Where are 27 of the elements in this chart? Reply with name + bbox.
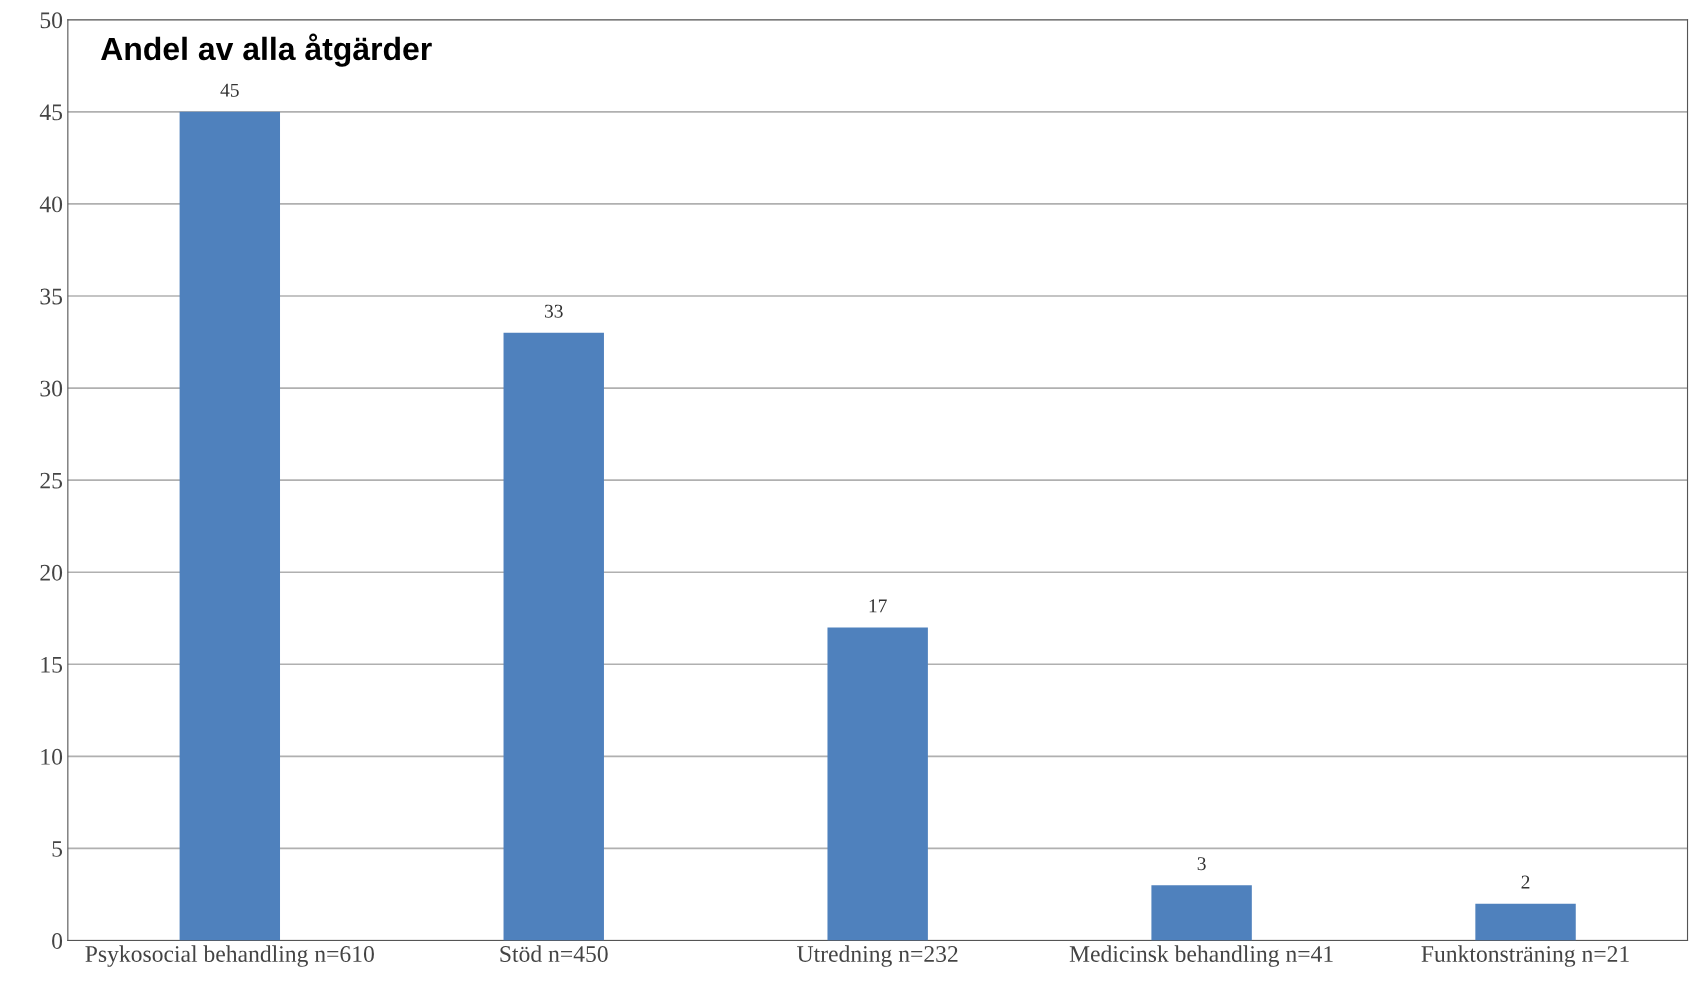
data-label: 2 [1521,875,1530,889]
x-tick-label: Psykosocial behandling n=610 [85,945,374,967]
bar [179,111,281,941]
x-tick-label: Medicinsk behandling n=41 [1069,945,1333,967]
x-tick-label: Stöd n=450 [500,945,608,962]
data-label: 17 [869,599,887,613]
y-tick-label: 10 [41,748,63,765]
y-tick-label: 50 [40,12,63,29]
y-tick-label: 15 [41,656,63,673]
y-tick-label: 5 [52,841,63,857]
y-tick-label: 30 [40,380,63,397]
y-tick-label: 45 [39,104,63,121]
x-tick-label: Utredning n=232 [797,945,958,967]
bar [1151,885,1252,941]
x-tick-label: Funktonsträning n=21 [1421,945,1629,967]
y-tick-label: 25 [40,472,63,489]
data-label: 45 [220,83,239,97]
bar [1475,903,1576,941]
y-tick-label: 20 [40,564,63,581]
y-tick-label: 40 [39,196,63,213]
y-tick-label: 35 [40,288,63,305]
bar [503,332,604,941]
chart-title: Andel av alla åtgärder [101,33,432,67]
data-label: 33 [544,304,563,318]
data-label: 3 [1197,857,1206,871]
bar [827,627,928,941]
y-tick-label: 0 [52,932,63,949]
